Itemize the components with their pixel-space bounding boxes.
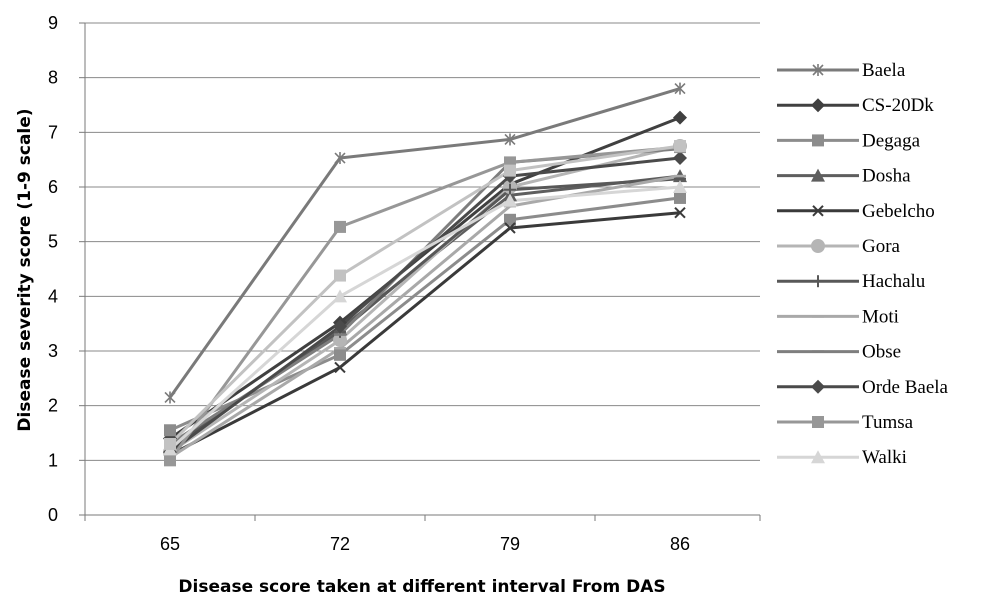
y-tick-label: 6 — [48, 177, 58, 197]
series-line — [168, 145, 681, 462]
series-line — [168, 185, 681, 451]
y-tick-label: 0 — [48, 505, 58, 525]
data-point — [164, 391, 176, 404]
data-point — [164, 454, 176, 467]
x-tick-label: 65 — [160, 534, 180, 554]
y-axis-title: Disease severity score (1-9 scale) — [15, 108, 35, 431]
y-tick-label: 3 — [48, 341, 58, 361]
legend-marker — [812, 275, 824, 288]
legend-item: Moti — [777, 306, 899, 327]
y-tick-label: 8 — [48, 68, 58, 88]
data-point — [673, 180, 687, 193]
y-tick-label: 7 — [48, 122, 58, 142]
legend-label: Tumsa — [862, 412, 914, 433]
series-line — [169, 174, 681, 459]
data-point — [334, 269, 346, 282]
series-markers — [163, 82, 687, 467]
legend-label: Moti — [862, 306, 899, 327]
data-point — [334, 348, 346, 361]
series-line — [169, 116, 681, 440]
legend-marker — [811, 239, 825, 253]
data-point — [333, 319, 347, 334]
data-point — [334, 152, 346, 165]
legend-label: Obse — [862, 342, 901, 363]
data-point — [674, 206, 686, 219]
data-point — [504, 133, 516, 146]
data-point — [674, 82, 686, 95]
grid-lines — [85, 22, 760, 461]
data-point — [674, 191, 686, 204]
legend-marker — [811, 379, 825, 394]
legend-marker — [811, 168, 825, 182]
series-line — [169, 196, 681, 432]
x-tick-label: 72 — [330, 534, 350, 554]
legend-item: Walki — [777, 447, 907, 468]
legend-item: Degaga — [777, 130, 921, 151]
legend-item: CS-20Dk — [777, 95, 934, 116]
legend-marker — [811, 450, 825, 464]
x-axis-title: Disease score taken at different interva… — [178, 577, 665, 597]
legend-label: Gora — [862, 236, 901, 257]
data-point — [674, 140, 686, 152]
legend-marker — [812, 416, 824, 428]
data-point — [333, 333, 347, 348]
legend-label: Degaga — [862, 130, 921, 151]
legend-label: CS-20Dk — [862, 95, 934, 116]
series-line — [168, 144, 681, 445]
legend-item: Gora — [777, 236, 901, 257]
legend: Baela CS-20Dk Degaga Dosha Gebelcho Gora Hacha… — [777, 60, 949, 468]
legend-item: Hachalu — [777, 271, 926, 292]
series-line — [169, 156, 681, 454]
legend-marker — [811, 98, 825, 113]
legend-label: Baela — [862, 60, 906, 81]
series-lines — [168, 87, 681, 462]
legend-label: Hachalu — [862, 271, 926, 292]
x-tick-label: 86 — [670, 534, 690, 554]
data-point — [164, 424, 176, 437]
series-line — [168, 87, 681, 399]
x-tick-label: 79 — [500, 534, 520, 554]
x-tick-labels: 65 72 79 86 — [160, 534, 690, 554]
y-tick-label: 5 — [48, 232, 58, 252]
legend-marker — [812, 205, 824, 217]
series-line — [169, 211, 681, 457]
legend-item: Gebelcho — [777, 201, 935, 222]
legend-item: Obse — [777, 342, 901, 363]
legend-marker — [812, 134, 824, 147]
data-point — [164, 437, 176, 450]
legend-label: Gebelcho — [862, 201, 935, 222]
y-tick-label: 1 — [48, 450, 58, 470]
legend-label: Walki — [862, 447, 907, 468]
legend-item: Tumsa — [777, 412, 914, 433]
data-point — [673, 151, 687, 166]
data-point — [504, 213, 516, 226]
data-point — [333, 289, 347, 303]
legend-item: Orde Baela — [777, 377, 949, 398]
y-tick-labels: 0 1 2 3 4 5 6 7 8 9 — [48, 13, 58, 525]
legend-item: Baela — [777, 60, 906, 81]
data-point — [503, 193, 517, 207]
legend-label: Orde Baela — [862, 377, 949, 398]
data-point — [334, 220, 346, 233]
data-point — [504, 222, 516, 234]
data-point — [334, 361, 346, 374]
y-tick-label: 9 — [48, 13, 58, 33]
y-tick-label: 4 — [48, 286, 58, 306]
legend-marker — [812, 64, 824, 76]
axes — [79, 22, 761, 521]
legend-label: Dosha — [862, 166, 911, 187]
data-point — [673, 110, 687, 125]
legend-item: Dosha — [777, 166, 911, 187]
y-tick-label: 2 — [48, 396, 58, 416]
data-point — [504, 164, 516, 177]
